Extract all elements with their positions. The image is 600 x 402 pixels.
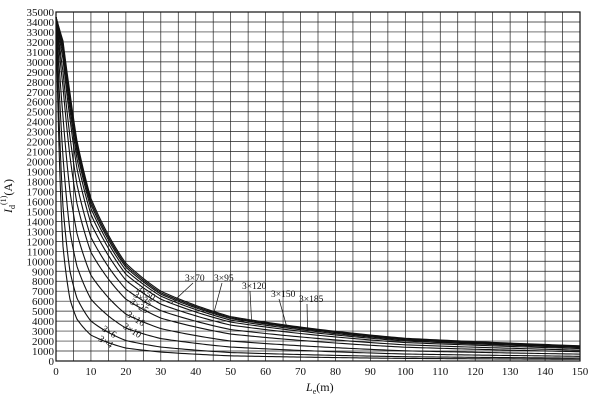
tick-labels: 0 10 20 30 40 50 60 70 80 90 100 110 120 130 140 150010… — [27, 7, 589, 378]
y-tick-label: 19000 — [27, 167, 55, 179]
y-tick-label: 13000 — [27, 226, 55, 238]
series-line-8 — [55, 16, 581, 349]
series-line-7 — [55, 16, 581, 350]
x-tick-label: 100 — [397, 366, 414, 378]
x-tick-label: 80 — [330, 366, 342, 378]
y-tick-label: 15000 — [27, 206, 55, 218]
x-tick-label: 40 — [190, 366, 202, 378]
plot-frame — [55, 11, 581, 362]
y-tick-label: 1000 — [32, 346, 55, 358]
y-tick-label: 32000 — [27, 37, 55, 49]
x-axis-label-sub: e — [313, 387, 317, 396]
y-tick-label: 33000 — [27, 27, 55, 39]
series-line-6 — [55, 16, 581, 351]
x-tick-label: 10 — [85, 366, 97, 378]
x-tick-label: 110 — [432, 366, 449, 378]
x-tick-label: 20 — [120, 366, 132, 378]
y-tick-label: 29000 — [27, 67, 55, 79]
y-tick-label: 21000 — [27, 147, 55, 159]
x-axis-label-main: L — [305, 380, 313, 394]
label-leader-line — [278, 298, 287, 327]
x-tick-label: 50 — [225, 366, 237, 378]
y-tick-label: 7000 — [32, 286, 55, 298]
series-line-2 — [55, 16, 581, 359]
y-tick-label: 18000 — [27, 177, 55, 189]
x-tick-label: 70 — [295, 366, 307, 378]
y-tick-label: 9000 — [32, 266, 55, 278]
x-tick-label: 30 — [155, 366, 167, 378]
y-tick-label: 3000 — [32, 326, 55, 338]
label-leader-line — [171, 282, 194, 304]
y-tick-label: 0 — [49, 356, 55, 368]
series-label: 3×185 — [299, 295, 324, 305]
x-tick-label: 60 — [260, 366, 272, 378]
series-line-12 — [55, 16, 581, 347]
y-tick-label: 23000 — [27, 127, 55, 139]
x-tick-label: 130 — [502, 366, 519, 378]
y-tick-label: 6000 — [32, 296, 55, 308]
x-axis-label-unit: (m) — [316, 380, 333, 394]
series-label: 3×95 — [214, 274, 234, 284]
y-tick-label: 2000 — [32, 336, 55, 348]
series-line-5 — [55, 16, 581, 353]
y-tick-label: 31000 — [27, 47, 55, 59]
curves — [55, 16, 581, 360]
series-line-4 — [55, 16, 581, 355]
x-tick-label: 120 — [467, 366, 484, 378]
y-tick-label: 22000 — [27, 137, 55, 149]
y-axis-label-sup: (1) — [0, 195, 8, 205]
label-leader-line — [249, 290, 252, 322]
y-tick-label: 35000 — [27, 7, 55, 19]
y-axis-label-unit: (A) — [1, 179, 15, 196]
series-line-1 — [55, 16, 581, 360]
y-tick-label: 4000 — [32, 316, 55, 328]
y-tick-label: 26000 — [27, 97, 55, 109]
y-tick-label: 25000 — [27, 107, 55, 119]
grid — [55, 11, 581, 362]
x-tick-label: 140 — [537, 366, 554, 378]
y-tick-label: 12000 — [27, 236, 55, 248]
series-line-9 — [55, 16, 581, 348]
y-tick-label: 20000 — [27, 157, 55, 169]
y-tick-label: 24000 — [27, 117, 55, 129]
y-tick-label: 8000 — [32, 276, 55, 288]
series-label: 3×150 — [271, 290, 296, 300]
series-label: 3×70 — [185, 274, 205, 284]
y-tick-label: 10000 — [27, 256, 55, 268]
y-tick-label: 27000 — [27, 87, 55, 99]
label-leader-line — [212, 282, 223, 316]
x-tick-label: 90 — [365, 366, 377, 378]
y-tick-label: 5000 — [32, 306, 55, 318]
series-label: 3×120 — [242, 282, 267, 292]
series-line-3 — [55, 16, 581, 357]
label-leader-line — [306, 303, 308, 328]
y-tick-label: 17000 — [27, 186, 55, 198]
y-tick-label: 14000 — [27, 216, 55, 228]
y-tick-label: 11000 — [27, 246, 55, 258]
y-tick-label: 30000 — [27, 57, 55, 69]
y-axis-label: Id(1)(A) — [0, 179, 17, 214]
y-axis-label-sub: d — [8, 205, 17, 209]
x-axis-label: Le(m) — [305, 380, 334, 396]
x-tick-label: 0 — [53, 366, 59, 378]
y-axis-label-main: I — [1, 208, 15, 214]
y-tick-label: 34000 — [27, 17, 55, 29]
y-tick-label: 16000 — [27, 196, 55, 208]
y-tick-label: 28000 — [27, 77, 55, 89]
x-tick-label: 150 — [572, 366, 589, 378]
